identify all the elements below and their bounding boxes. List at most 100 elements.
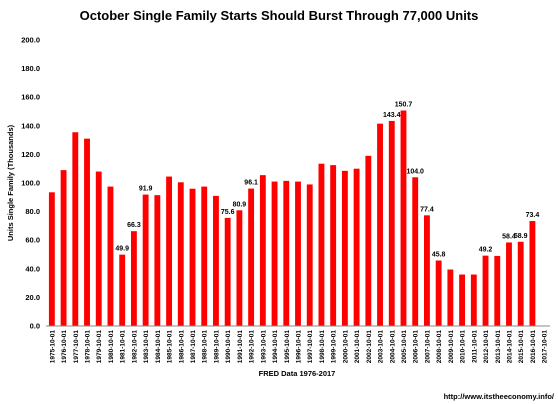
y-tick-label: 40.0	[25, 264, 40, 273]
y-tick-label: 80.0	[25, 207, 40, 216]
data-label: 66.3	[127, 222, 141, 229]
bar	[470, 274, 477, 326]
x-tick-label: 1998-10-01	[319, 330, 326, 364]
x-tick-label: 1997-10-01	[307, 330, 314, 364]
bar	[517, 241, 524, 326]
bar	[412, 177, 419, 326]
bar	[107, 186, 114, 326]
bar	[271, 181, 278, 326]
x-tick-label: 1979-10-01	[96, 330, 103, 364]
y-tick-label: 200.0	[21, 36, 40, 45]
data-label: 91.9	[139, 186, 153, 193]
x-tick-label: 1991-10-01	[237, 330, 244, 364]
x-tick-label: 1990-10-01	[225, 330, 232, 364]
bar	[236, 210, 243, 326]
x-tick-label: 2003-10-01	[378, 330, 385, 364]
x-axis-label: FRED Data 1976-2017	[259, 369, 336, 378]
bar	[283, 180, 290, 326]
x-tick-label: 2005-10-01	[401, 330, 408, 364]
bar	[318, 163, 325, 326]
data-label: 58.4	[502, 233, 516, 240]
x-tick-label: 2011-10-01	[471, 330, 478, 363]
x-tick-label: 1987-10-01	[190, 330, 197, 364]
x-tick-label: 1988-10-01	[202, 330, 209, 364]
bar	[259, 175, 266, 326]
x-tick-label: 1999-10-01	[331, 330, 338, 364]
bar	[84, 138, 90, 326]
chart-title: October Single Family Starts Should Burs…	[80, 8, 479, 23]
bar	[529, 221, 536, 326]
bar	[166, 176, 172, 326]
data-label: 49.2	[479, 247, 493, 254]
x-tick-label: 2007-10-01	[424, 330, 431, 364]
x-tick-label: 2004-10-01	[389, 330, 396, 364]
data-labels: 49.9 66.3 91.9 75.680.9 96.1 143.4 150.7 104.0 7…	[115, 102, 539, 259]
x-tick-label: 1983-10-01	[143, 330, 150, 364]
data-label: 80.9	[233, 201, 247, 208]
source-url: http://www.itstheeconomy.info/	[444, 392, 555, 401]
bar	[353, 168, 360, 326]
data-label: 45.8	[432, 252, 446, 259]
bar	[119, 254, 126, 326]
bar	[447, 269, 454, 326]
x-tick-label: 2015-10-01	[518, 330, 525, 364]
x-tick-label: 1975-10-01	[49, 330, 56, 364]
bar	[482, 255, 489, 326]
bar	[506, 242, 512, 326]
x-tick-label: 1982-10-01	[131, 330, 138, 364]
x-tick-label: 1985-10-01	[167, 330, 174, 364]
x-tick-label: 1995-10-01	[284, 330, 291, 364]
bar	[400, 110, 407, 326]
data-label: 49.9	[115, 246, 129, 253]
data-label: 58.9	[514, 233, 528, 240]
bar	[388, 120, 395, 326]
x-tick-label: 2001-10-01	[354, 330, 361, 364]
x-tick-label: 1980-10-01	[108, 330, 115, 364]
x-tick-label: 2008-10-01	[436, 330, 443, 364]
x-tick-label: 2000-10-01	[342, 330, 349, 364]
x-tick-label: 1981-10-01	[120, 330, 127, 364]
bar	[201, 186, 208, 326]
x-tick-label: 2012-10-01	[483, 330, 490, 364]
bar	[435, 260, 442, 326]
bars	[48, 110, 536, 327]
bar	[494, 255, 501, 326]
x-tick-label: 1984-10-01	[155, 330, 162, 364]
x-tick-label: 1976-10-01	[61, 330, 68, 364]
x-tick-label: 1994-10-01	[272, 330, 279, 364]
data-label: 73.4	[526, 212, 540, 219]
x-tick-label: 2017-10-01	[542, 330, 549, 364]
x-tick-label: 1989-10-01	[213, 330, 220, 364]
x-tick-label: 1996-10-01	[296, 330, 303, 364]
bar	[48, 192, 55, 326]
data-label: 143.4	[383, 112, 401, 119]
x-tick-label: 2009-10-01	[448, 330, 455, 364]
bar	[365, 155, 372, 326]
bar	[95, 171, 102, 326]
bar	[189, 188, 196, 326]
bar	[341, 170, 348, 326]
x-tick-label: 1993-10-01	[260, 330, 267, 364]
x-tick-label: 1978-10-01	[85, 330, 92, 364]
x-tick-label: 1977-10-01	[73, 330, 80, 364]
x-tick-label: 2006-10-01	[413, 330, 420, 364]
y-tick-label: 120.0	[21, 150, 40, 159]
bar	[130, 231, 137, 326]
y-tick-label: 20.0	[25, 293, 40, 302]
bar	[459, 274, 466, 326]
x-tick-label: 1986-10-01	[178, 330, 185, 364]
bar	[330, 165, 337, 327]
bar	[224, 217, 231, 326]
bar	[60, 170, 67, 326]
x-tick-label: 2016-10-01	[530, 330, 537, 364]
x-tick-label: 2013-10-01	[495, 330, 502, 364]
bar	[142, 194, 149, 326]
bar	[377, 123, 383, 326]
x-tick-label: 1992-10-01	[249, 330, 256, 364]
data-label: 77.4	[420, 206, 434, 213]
x-tick-label: 2014-10-01	[506, 330, 513, 364]
y-tick-label: 60.0	[25, 236, 40, 245]
y-tick-label: 100.0	[21, 179, 40, 188]
x-axis-ticks: 1975-10-01 1976-10-01 1977-10-01 1978-10-01…	[49, 330, 548, 364]
